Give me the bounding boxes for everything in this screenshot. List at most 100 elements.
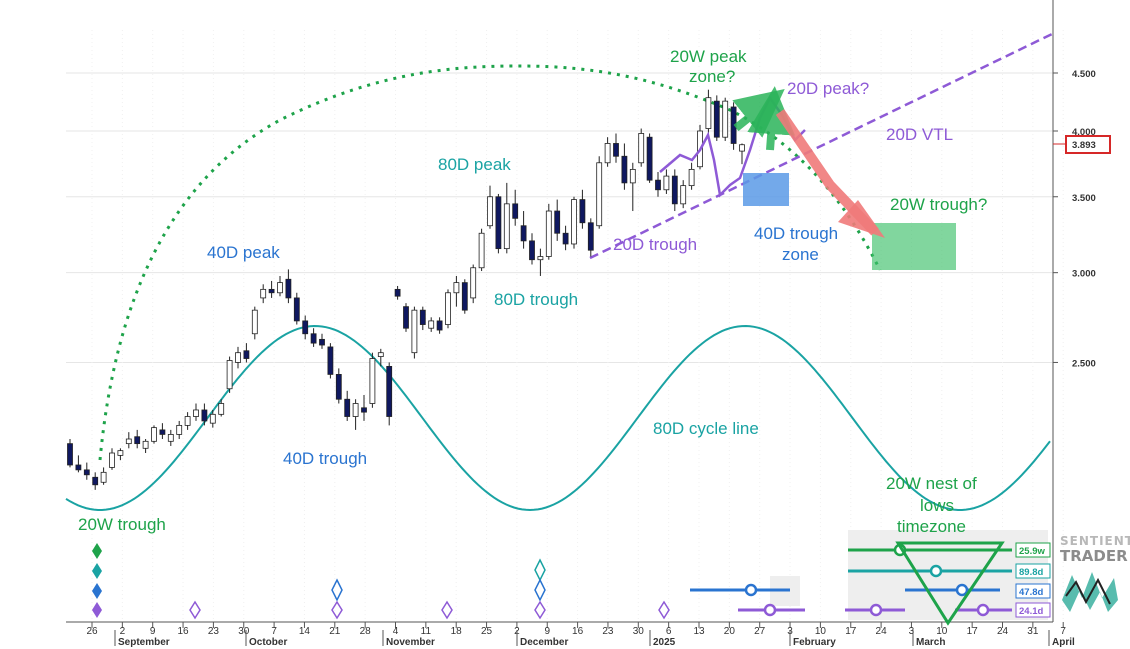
40d-trough-zone (743, 173, 789, 206)
candle-body (571, 199, 577, 245)
diamond-purple-outline-3 (441, 600, 453, 620)
candle-body (487, 196, 493, 227)
month-label: 2025 (653, 637, 676, 648)
brand-wave-icon (1062, 572, 1118, 612)
cycle-length-badges: 25.9w 89.8d 47.8d 24.1d (1015, 542, 1051, 618)
candle (142, 439, 149, 454)
candle (201, 403, 208, 426)
candle-body (411, 309, 418, 354)
candle (344, 390, 351, 421)
candle-body (512, 203, 519, 219)
nest-of-lows-label-3: timezone (897, 517, 966, 536)
candle (613, 133, 619, 163)
candle (319, 333, 325, 349)
candle-body (713, 100, 720, 138)
candle-body (495, 196, 502, 250)
price-axis: 2.500 3.000 3.500 4.000 4.500 (1052, 0, 1096, 622)
candle-body (285, 278, 292, 299)
month-label: December (520, 637, 568, 648)
candle-body (201, 409, 208, 422)
x-tick-label: 26 (86, 626, 98, 637)
candle (537, 248, 544, 276)
candle-body (403, 306, 409, 329)
x-tick-label: 14 (299, 626, 311, 637)
candle (361, 395, 367, 421)
candle-body (596, 162, 603, 227)
candle-body (310, 333, 317, 344)
candle-body (277, 282, 283, 294)
20d-trough-label: 20D trough (613, 235, 697, 254)
candle-body (739, 144, 745, 152)
month-label: April (1052, 637, 1075, 648)
candle-body (159, 429, 166, 435)
20d-peak-label: 20D peak? (787, 79, 869, 98)
candle (235, 346, 241, 369)
candle (310, 328, 317, 347)
candle-body (587, 222, 594, 251)
candle-body (302, 320, 309, 335)
candle (663, 169, 670, 194)
candle (268, 280, 275, 298)
candle-body (688, 168, 695, 187)
annotations: 20W trough 40D peak 40D trough 80D peak … (78, 47, 987, 536)
candle (83, 462, 90, 480)
x-tick-label: 7 (1060, 626, 1066, 637)
badge-40d: 47.8d (1019, 587, 1043, 598)
candle-body (151, 427, 157, 442)
badge-20w: 25.9w (1019, 546, 1045, 557)
candle-body (537, 256, 544, 261)
price-candles (67, 89, 745, 490)
diamond-teal (92, 563, 102, 579)
candle-body (377, 352, 384, 357)
x-tick-label: 24 (997, 626, 1009, 637)
diamond-blue (92, 583, 102, 599)
month-label: March (916, 637, 945, 648)
candle (680, 180, 687, 209)
candle (109, 448, 115, 470)
nest-of-lows-label-2: lows (920, 496, 954, 515)
x-tick-label: 16 (177, 626, 189, 637)
candle (209, 409, 216, 428)
candle-body (629, 168, 636, 184)
x-tick-label: 23 (602, 626, 614, 637)
x-tick-label: 24 (876, 626, 888, 637)
candle (125, 432, 132, 449)
candle-body (243, 350, 250, 359)
y-tick-label: 4.500 (1072, 69, 1096, 80)
candle-body (293, 297, 300, 322)
candle (277, 275, 283, 297)
candle (705, 89, 712, 138)
candle-body (260, 288, 267, 299)
x-tick-label: 11 (421, 626, 432, 637)
candle-body (327, 346, 334, 375)
diamond-purple-outline-1 (189, 600, 201, 620)
candle (461, 279, 468, 314)
x-tick-label: 30 (633, 626, 645, 637)
candle-body (436, 320, 443, 331)
cycle-markers (92, 543, 670, 620)
candle (151, 425, 157, 444)
candle (487, 185, 493, 229)
candle-body (470, 267, 477, 299)
candle-body (352, 403, 359, 417)
candle (260, 284, 267, 304)
40d-trough-zone-label-1: 40D trough (754, 224, 838, 243)
candle (226, 356, 233, 393)
candle (117, 448, 124, 461)
candle (739, 143, 745, 165)
candle-body (369, 358, 376, 404)
candle (478, 228, 485, 272)
candle-body (579, 199, 586, 224)
20w-peak-zone-label-2: zone? (689, 67, 735, 86)
candle (722, 97, 729, 141)
candle (100, 467, 107, 485)
80d-peak-label: 80D peak (438, 155, 511, 174)
20d-vtl-line (589, 32, 1053, 260)
candle (193, 403, 199, 421)
sentient-trader-logo: SENTIENT TRADER (1060, 534, 1130, 612)
candle (167, 429, 174, 446)
candle-body (621, 155, 628, 184)
candle-body (218, 403, 225, 415)
diamond-purple-outline-2 (331, 600, 343, 620)
